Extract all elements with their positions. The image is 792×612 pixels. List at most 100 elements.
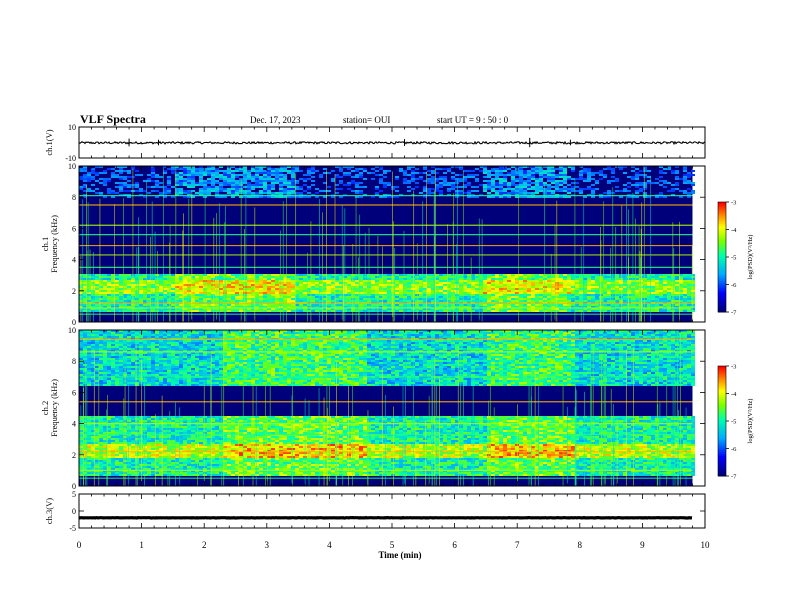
ch2-spectrogram-cell	[91, 430, 95, 432]
ch1-spectrogram-cell	[667, 306, 671, 308]
ch1-spectrogram-cell	[115, 296, 119, 298]
ch2-spectrogram-cell	[83, 342, 87, 344]
ch1-spectrogram-cell	[191, 306, 195, 308]
ch1-spectrogram-cell	[211, 278, 215, 280]
ch1-spectrogram-cell	[435, 276, 439, 278]
ch1-spectrogram-cell	[591, 278, 595, 280]
ch1-spectrogram-cell	[351, 180, 355, 182]
ch1-spectrogram-cell	[387, 296, 391, 298]
ch1-spectrogram-cell	[419, 178, 423, 180]
ch1-spectrogram-cell	[283, 196, 287, 198]
ch2-spectrogram-cell	[95, 432, 99, 434]
ch1-spectrogram-cell	[531, 304, 535, 306]
ch2-spectrogram-cell	[79, 378, 83, 380]
ch1-spectrogram-cell	[443, 182, 447, 184]
ch1-spectrogram-cell	[99, 308, 103, 310]
ch1-spectrogram-cell	[511, 288, 515, 290]
ch1-spectrogram-cell	[199, 172, 203, 174]
ch1-spectrogram-cell	[615, 296, 619, 298]
ch1-spectrogram-cell	[391, 186, 395, 188]
ch1-spectrogram-cell	[359, 182, 363, 184]
ch1-spectrogram-cell	[83, 196, 87, 198]
ch1-spectrogram-cell	[139, 188, 143, 190]
ch1-spectrogram-cell	[479, 194, 483, 196]
ch1-spectrogram-cell	[407, 292, 411, 294]
ch1-spectrogram-cell	[247, 170, 251, 172]
ch1-spectrogram-cell	[635, 172, 639, 174]
ch1-spectrogram-cell	[119, 186, 123, 188]
ch1-spectrogram-cell	[347, 172, 351, 174]
ch1-spectrogram-cell	[235, 280, 239, 282]
ch2-spectrogram-cell	[91, 356, 95, 358]
ch1-spectrogram-cell	[323, 308, 327, 310]
ch1-spectrogram-cell	[423, 196, 427, 198]
ch1-spectrogram-cell	[327, 276, 331, 278]
ch1-spectrogram-cell	[203, 174, 207, 176]
ch1-spectrogram-cell	[143, 292, 147, 294]
ch1-spectrogram-cell	[339, 196, 343, 198]
ch1-spectrogram-cell	[303, 296, 307, 298]
ch1-spectrogram-cell	[431, 306, 435, 308]
ch1-spectrogram-cell	[519, 300, 523, 302]
ch1-spectrogram-cell	[383, 186, 387, 188]
ch1-spectrogram-cell	[147, 286, 151, 288]
ch1-spectrogram-cell	[127, 306, 131, 308]
ch1-spectrogram-cell	[179, 282, 183, 284]
ch1-spectrogram-cell	[99, 288, 103, 290]
ch2-spectrogram-cell	[87, 448, 91, 450]
ch1-spectrogram-cell	[335, 306, 339, 308]
ch1-spectrogram-cell	[247, 290, 251, 292]
ch1-spectrogram-cell	[83, 290, 87, 292]
ch1-spectrogram-cell	[463, 184, 467, 186]
ch2-spectrogram-cell	[99, 382, 103, 384]
ch1-spectrogram-cell	[527, 178, 531, 180]
ch1-spectrogram-cell	[299, 284, 303, 286]
ch1-spectrogram-cell	[263, 286, 267, 288]
ch1-spectrogram-cell	[443, 184, 447, 186]
ch1-spectrogram-cell	[687, 192, 691, 194]
ch1-spectrogram-cell	[331, 308, 335, 310]
ch1-spectrogram-cell	[427, 296, 431, 298]
ch1-spectrogram-cell	[219, 284, 223, 286]
ch1-spectrogram-cell	[163, 284, 167, 286]
ch1-spectrogram-cell	[591, 190, 595, 192]
ch1-spectrogram-cell	[387, 304, 391, 306]
ch1-spectrogram-cell	[627, 296, 631, 298]
ch1-spectrogram-cell	[139, 290, 143, 292]
ch1-spectrogram-cell	[591, 300, 595, 302]
ch1-spectrogram-cell	[427, 274, 431, 276]
ch1-spectrogram-cell	[603, 168, 607, 170]
ch1-spectrogram-cell	[691, 190, 695, 192]
ch1-spectrogram-cell	[687, 278, 691, 280]
ch1-spectrogram-cell	[199, 278, 203, 280]
ch1-spectrogram-cell	[283, 300, 287, 302]
ch1-spectrogram-cell	[495, 304, 499, 306]
ch1-spectrogram-cell	[151, 300, 155, 302]
ch1-spectrogram-cell	[539, 274, 543, 276]
ch1-spectrogram-cell	[391, 188, 395, 190]
ch2-spectrogram-cell	[87, 358, 91, 360]
ch1-spectrogram-cell	[675, 308, 679, 310]
ch2-spectrogram-cell	[99, 332, 103, 334]
ch1-spectrogram-cell	[499, 182, 503, 184]
ch1-spectrogram-cell	[431, 170, 435, 172]
ch1-spectrogram-cell	[175, 184, 179, 186]
ch1-spectrogram-cell	[379, 274, 383, 276]
ch1-spectrogram-cell	[395, 278, 399, 280]
ch1-spectrogram-cell	[503, 306, 507, 308]
ch1-spectrogram-cell	[191, 294, 195, 296]
ch1-spectrogram-cell	[551, 290, 555, 292]
ch1-spectrogram-cell	[239, 174, 243, 176]
ch1-spectrogram-cell	[379, 310, 383, 312]
ch1-spectrogram-cell	[607, 290, 611, 292]
ch1-spectrogram-cell	[543, 182, 547, 184]
ch1-spectrogram-cell	[675, 276, 679, 278]
ch1-spectrogram-cell	[235, 180, 239, 182]
ch1-spectrogram-cell	[219, 188, 223, 190]
ch1-spectrogram-cell	[363, 168, 367, 170]
ch1-spectrogram-cell	[359, 306, 363, 308]
ch1-spectrogram-cell	[143, 304, 147, 306]
ch1-spectrogram-cell	[251, 186, 255, 188]
ch1-spectrogram-cell	[271, 196, 275, 198]
ch1-spectrogram-cell	[567, 288, 571, 290]
